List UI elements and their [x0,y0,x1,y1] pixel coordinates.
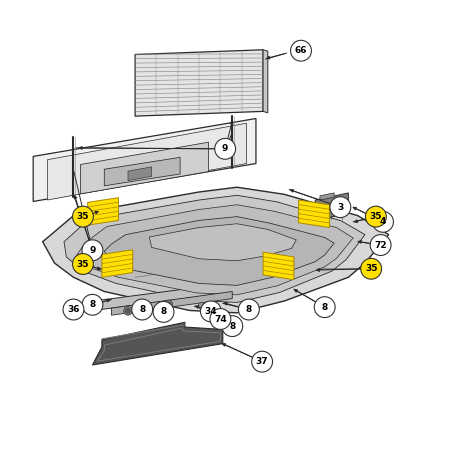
Polygon shape [43,187,389,313]
Circle shape [82,240,103,261]
Circle shape [145,305,149,310]
Circle shape [166,302,171,307]
Text: 8: 8 [229,322,236,330]
Circle shape [361,258,382,279]
Text: 9: 9 [222,145,228,153]
Text: 8: 8 [321,303,328,311]
Polygon shape [299,200,329,228]
Circle shape [73,206,93,227]
Polygon shape [128,167,152,181]
Polygon shape [149,224,296,261]
Circle shape [143,303,151,312]
Polygon shape [76,280,256,313]
Circle shape [210,309,231,329]
Text: 9: 9 [89,246,96,255]
Circle shape [63,299,84,320]
Polygon shape [33,118,256,201]
Circle shape [82,294,103,315]
Polygon shape [104,217,334,285]
Text: 35: 35 [77,260,89,268]
Text: 36: 36 [67,305,80,314]
Circle shape [222,316,243,337]
Text: 35: 35 [370,212,382,221]
Circle shape [291,40,311,61]
Polygon shape [88,198,118,225]
Polygon shape [77,205,353,295]
Text: 34: 34 [205,307,217,316]
Circle shape [153,301,174,322]
Circle shape [164,300,173,309]
Polygon shape [92,322,223,365]
Text: 8: 8 [160,308,167,316]
Circle shape [238,299,259,320]
Text: 8: 8 [89,301,96,309]
Polygon shape [102,250,133,277]
Text: 37: 37 [256,357,268,366]
Circle shape [73,254,93,274]
Text: 4: 4 [380,218,386,226]
Circle shape [215,138,236,159]
Circle shape [201,301,221,322]
Polygon shape [135,50,263,116]
Circle shape [365,206,386,227]
Polygon shape [263,252,294,280]
Text: 8: 8 [246,305,252,314]
Circle shape [373,211,393,232]
Circle shape [132,299,153,320]
Circle shape [370,235,391,255]
Text: 35: 35 [77,212,89,221]
Text: 74: 74 [214,315,227,323]
Polygon shape [263,50,268,113]
Circle shape [126,309,130,313]
Circle shape [124,307,132,315]
Circle shape [252,351,273,372]
Polygon shape [47,123,246,200]
Text: 35: 35 [365,264,377,273]
Polygon shape [320,193,334,200]
Circle shape [330,197,351,218]
Text: 3: 3 [337,203,344,211]
Polygon shape [315,193,348,220]
Text: 72: 72 [374,241,387,249]
Polygon shape [64,195,365,302]
Polygon shape [81,142,209,194]
Text: 8: 8 [139,305,146,314]
Circle shape [314,297,335,318]
Text: 66: 66 [295,46,307,55]
Polygon shape [111,292,232,315]
Circle shape [198,302,205,309]
Polygon shape [104,157,180,186]
